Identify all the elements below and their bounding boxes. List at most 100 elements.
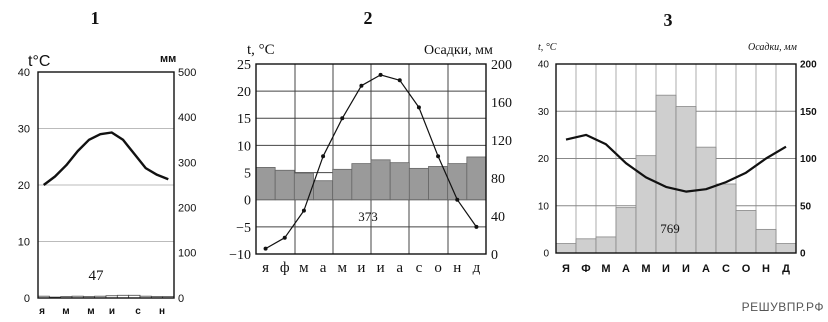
precipitation-bar (695, 146, 717, 254)
right-tick-label: 0 (491, 248, 498, 263)
right-tick-label: 0 (800, 249, 806, 260)
month-label: н (453, 260, 461, 276)
chart-3-left-axis-label: t, °C (538, 42, 557, 53)
precipitation-bar (755, 228, 777, 254)
month-label: н (159, 306, 165, 317)
precipitation-bar (447, 163, 468, 201)
precipitation-bar (408, 167, 429, 201)
left-tick-label: 10 (538, 201, 550, 212)
precipitation-bar (735, 210, 757, 254)
chart-3-number: 3 (664, 10, 673, 30)
left-tick-label: 25 (237, 58, 251, 73)
plot-frame (255, 63, 487, 255)
right-tick-label: 80 (491, 172, 505, 187)
temperature-point (263, 246, 268, 251)
precipitation-bar (370, 159, 391, 201)
precipitation-bar (293, 172, 314, 201)
temperature-point (416, 105, 421, 110)
month-label: Я (562, 263, 570, 275)
left-tick-label: 30 (538, 107, 550, 118)
left-tick-label: 10 (237, 139, 251, 154)
right-tick-label: 100 (800, 154, 817, 165)
left-tick-label: −10 (229, 248, 251, 263)
month-label: и (357, 260, 365, 276)
precipitation-bar (389, 162, 410, 201)
right-tick-label: 300 (178, 157, 196, 169)
chart-1-left-axis-label: t°C (28, 53, 50, 70)
month-label: д (473, 260, 481, 276)
left-tick-label: 40 (18, 67, 30, 79)
precipitation-bar (274, 169, 295, 201)
temperature-line (565, 133, 787, 193)
month-label: и (109, 306, 115, 317)
precipitation-bar (351, 163, 372, 201)
left-tick-label: 10 (18, 236, 30, 248)
plot-frame (555, 63, 797, 254)
precipitation-bar (575, 238, 597, 254)
left-tick-label: 20 (18, 180, 30, 192)
month-label: я (262, 260, 269, 276)
month-label: И (682, 263, 690, 275)
left-tick-label: 40 (538, 60, 550, 71)
month-label: Ф (581, 263, 590, 275)
month-label: А (702, 263, 710, 275)
right-tick-label: 150 (800, 107, 817, 118)
precipitation-bar (255, 167, 276, 201)
left-tick-label: 0 (543, 249, 549, 260)
right-tick-label: 50 (800, 201, 812, 212)
precipitation-bar (775, 243, 797, 254)
right-tick-label: 500 (178, 67, 196, 79)
precipitation-bar (313, 180, 334, 201)
month-label: с (135, 306, 141, 317)
annual-precipitation-total: 769 (660, 221, 680, 236)
temperature-point (474, 224, 479, 229)
left-tick-label: 15 (237, 112, 251, 127)
month-label: с (416, 260, 423, 276)
month-label: м (87, 306, 94, 317)
precipitation-bar (332, 168, 353, 201)
temperature-point (301, 208, 306, 213)
month-label: А (622, 263, 630, 275)
left-tick-label: 5 (244, 166, 251, 181)
left-tick-label: −5 (236, 221, 251, 236)
chart-2-left-axis-label: t, °C (247, 42, 275, 58)
month-label: и (377, 260, 385, 276)
precipitation-bar (715, 183, 737, 254)
right-tick-label: 120 (491, 134, 512, 149)
precipitation-bar (615, 207, 637, 254)
right-tick-label: 100 (178, 248, 196, 260)
chart-1-right-axis-label: мм (160, 53, 176, 65)
temperature-point (282, 235, 287, 240)
temperature-point (321, 154, 326, 159)
right-tick-label: 40 (491, 210, 505, 225)
right-tick-label: 400 (178, 112, 196, 124)
month-label: о (434, 260, 442, 276)
right-tick-label: 200 (178, 202, 196, 214)
month-label: м (338, 260, 348, 276)
left-tick-label: 0 (24, 293, 30, 305)
left-tick-label: 20 (538, 154, 550, 165)
month-label: О (742, 263, 751, 275)
chart-2-right-axis-label: Осадки, мм (424, 43, 493, 58)
month-label: а (396, 260, 403, 276)
precipitation-bar (466, 156, 487, 201)
temperature-point (359, 83, 364, 88)
left-tick-label: 20 (237, 85, 251, 100)
right-tick-label: 200 (800, 60, 817, 71)
plot-frame (37, 71, 175, 299)
left-tick-label: 0 (244, 194, 251, 209)
month-label: я (39, 306, 45, 317)
temperature-point (455, 197, 460, 202)
temperature-point (378, 72, 383, 77)
right-tick-label: 160 (491, 96, 512, 111)
month-label: ф (280, 260, 290, 276)
month-label: м (62, 306, 69, 317)
month-label: С (722, 263, 730, 275)
left-tick-label: 30 (18, 123, 30, 135)
chart-1-number: 1 (91, 8, 100, 28)
month-label: а (320, 260, 327, 276)
chart-3-right-axis-label: Осадки, мм (748, 42, 798, 53)
